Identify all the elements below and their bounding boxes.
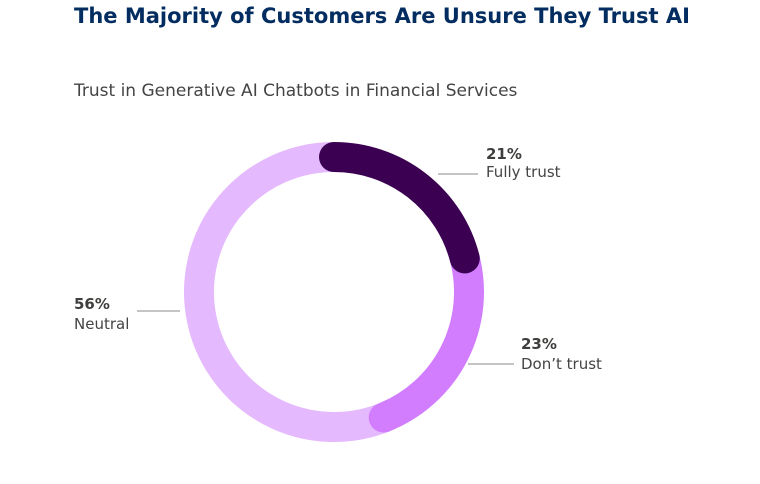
leader-lines	[137, 173, 514, 365]
headline: The Majority of Customers Are Unsure The…	[74, 4, 690, 28]
slice-category-label: Don’t trust	[521, 355, 602, 373]
slice-category-label: Fully trust	[486, 163, 561, 181]
slice-category-label: Neutral	[74, 315, 129, 333]
slice-labels: 21%Fully trust 23% Don’t trust 56% Neutral	[74, 145, 602, 373]
slice-percent-label: 56%	[74, 295, 110, 313]
slice-fully-trust	[319, 142, 480, 274]
slice-percent-label: 21%	[486, 145, 522, 163]
donut-ring	[184, 142, 484, 442]
slice-don-t-trust	[368, 243, 484, 433]
chart-title: Trust in Generative AI Chatbots in Finan…	[74, 81, 518, 101]
slice-neutral	[184, 142, 390, 442]
slice-percent-label: 23%	[521, 335, 557, 353]
